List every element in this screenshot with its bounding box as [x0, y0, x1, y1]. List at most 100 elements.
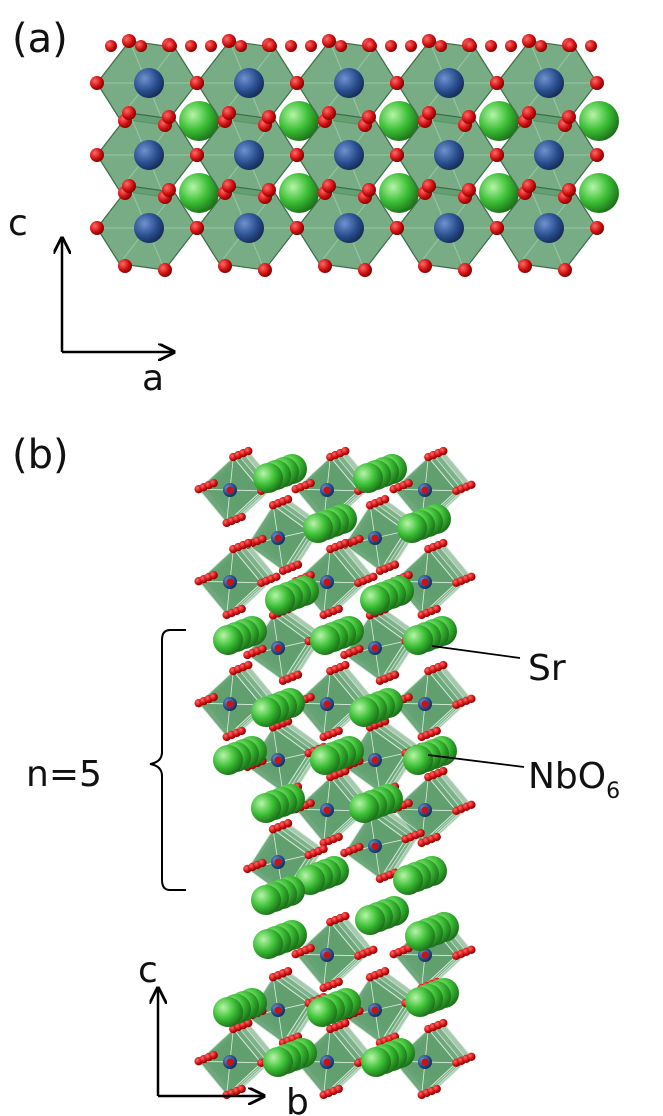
o-atom — [283, 967, 293, 976]
o-atom — [385, 40, 397, 52]
o-atom — [190, 221, 204, 235]
nb-atom — [234, 68, 264, 98]
o-atom — [590, 76, 604, 90]
o-atom — [404, 692, 413, 702]
o-atom — [371, 842, 379, 850]
sr-atom — [310, 625, 340, 655]
sr-atom — [303, 513, 333, 543]
nb-atom — [434, 140, 464, 170]
panel-b: (b) n=5 Sr NbO6 c b — [12, 432, 620, 1116]
o-atom — [118, 259, 132, 273]
o-atom — [380, 967, 390, 976]
sr-atom — [405, 921, 435, 951]
sr-atom — [213, 997, 243, 1027]
structure-a-crystal — [90, 34, 619, 277]
o-atom — [105, 40, 117, 52]
o-atom — [390, 76, 404, 90]
o-atom — [467, 1052, 476, 1062]
o-atom — [439, 538, 448, 548]
o-atom — [90, 76, 104, 90]
o-atom — [355, 534, 364, 544]
o-atom — [565, 40, 577, 52]
o-atom — [237, 604, 246, 614]
panel-b-label: (b) — [12, 432, 69, 478]
o-atom — [244, 538, 253, 548]
o-atom — [162, 183, 176, 197]
o-atom — [465, 40, 477, 52]
o-atom — [422, 179, 436, 193]
o-atom — [380, 495, 390, 504]
o-atom — [226, 1058, 234, 1066]
o-atom — [323, 486, 331, 494]
o-atom — [421, 1058, 429, 1066]
o-atom — [369, 572, 378, 582]
panel-a: (a) c a — [8, 16, 619, 399]
o-atom — [323, 578, 331, 586]
o-atom — [432, 604, 441, 614]
o-atom — [390, 221, 404, 235]
sr-atom — [279, 173, 319, 213]
layer-label: n=5 — [26, 754, 102, 795]
o-atom — [335, 40, 347, 52]
o-atom — [371, 1006, 379, 1014]
o-atom — [222, 179, 236, 193]
o-atom — [306, 478, 315, 488]
nb-atom — [334, 213, 364, 243]
o-atom — [258, 644, 267, 654]
o-atom — [274, 858, 282, 866]
o-atom — [323, 806, 331, 814]
o-atom — [293, 560, 303, 569]
nbo6-label: NbO6 — [528, 756, 620, 804]
sr-atom — [479, 101, 519, 141]
axis-b-label: b — [286, 1082, 309, 1116]
o-atom — [185, 40, 197, 52]
o-atom — [490, 76, 504, 90]
o-atom — [421, 951, 429, 959]
o-atom — [432, 1084, 441, 1094]
o-atom — [318, 259, 332, 273]
o-atom — [355, 644, 364, 654]
o-atom — [439, 660, 448, 670]
o-atom — [458, 263, 472, 277]
nb-atom — [434, 213, 464, 243]
o-atom — [421, 806, 429, 814]
sr-atom — [361, 1047, 391, 1077]
o-atom — [244, 446, 253, 456]
o-atom — [322, 34, 336, 48]
o-atom — [237, 726, 246, 736]
o-atom — [341, 766, 350, 776]
o-atom — [274, 756, 282, 764]
panel-a-label: (a) — [12, 16, 68, 62]
o-atom — [306, 798, 315, 808]
sr-atom — [253, 463, 283, 493]
o-atom — [122, 106, 136, 120]
sr-atom — [355, 905, 385, 935]
o-atom — [590, 148, 604, 162]
nb-atom — [134, 213, 164, 243]
o-atom — [439, 1018, 448, 1028]
o-atom — [562, 183, 576, 197]
sr-atom — [349, 793, 379, 823]
o-atom — [416, 828, 425, 838]
o-atom — [341, 446, 350, 456]
o-atom — [404, 570, 413, 580]
o-atom — [272, 572, 281, 582]
o-atom — [290, 221, 304, 235]
o-atom — [235, 40, 247, 52]
o-atom — [258, 534, 267, 544]
o-atom — [467, 694, 476, 704]
o-atom — [435, 40, 447, 52]
o-atom — [404, 478, 413, 488]
o-atom — [334, 604, 343, 614]
o-atom — [319, 844, 328, 854]
o-atom — [590, 221, 604, 235]
structure-b-crystal — [194, 446, 476, 1100]
o-atom — [290, 76, 304, 90]
o-atom — [467, 572, 476, 582]
o-atom — [237, 1084, 246, 1094]
o-atom — [371, 644, 379, 652]
o-atom — [158, 263, 172, 277]
axis-c-label-a: c — [8, 203, 28, 244]
o-atom — [485, 40, 497, 52]
